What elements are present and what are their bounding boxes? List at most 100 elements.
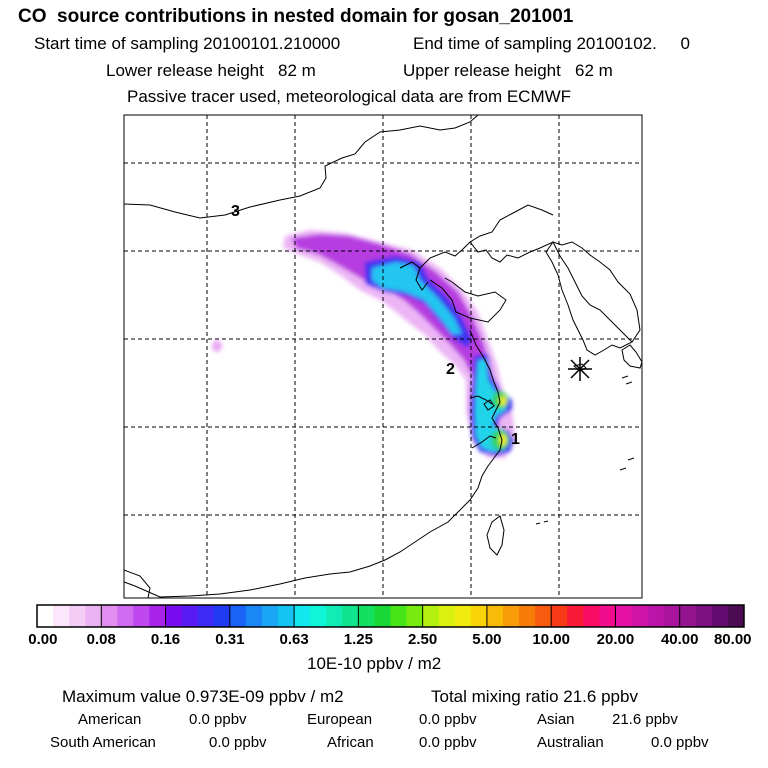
colorbar-frame <box>36 604 745 628</box>
colorbar-swatch <box>133 605 150 627</box>
colorbar-swatch <box>631 605 649 627</box>
map-frame <box>123 114 643 599</box>
region-southamerican-label: South American <box>50 734 156 751</box>
colorbar-swatch <box>85 605 102 627</box>
colorbar <box>37 605 745 627</box>
colorbar-swatch <box>583 605 600 627</box>
colorbar-swatch <box>197 605 215 627</box>
kyushu <box>621 344 642 369</box>
region-african-value: 0.0 ppbv <box>419 734 477 751</box>
region-american-value: 0.0 ppbv <box>189 711 247 728</box>
border-north <box>124 115 479 219</box>
colorbar-swatch <box>695 605 713 627</box>
colorbar-tick-label: 2.50 <box>408 631 438 648</box>
colorbar-tick-label: 40.00 <box>660 631 699 648</box>
colorbar-swatch <box>727 605 745 627</box>
colorbar-swatch <box>69 605 86 627</box>
colorbar-swatch <box>310 605 327 627</box>
region-asian-label: Asian <box>537 711 575 728</box>
colorbar-swatch <box>647 605 665 627</box>
colorbar-tick-label: 0.63 <box>279 631 309 648</box>
river-hangzhou <box>471 435 497 449</box>
colorbar-swatch <box>278 605 295 627</box>
traj-label-3: 3 <box>231 203 240 220</box>
colorbar-swatch <box>101 605 118 627</box>
coast-shandong <box>429 277 507 323</box>
total-mixing-ratio: Total mixing ratio 21.6 ppbv <box>431 687 638 706</box>
taiwan <box>486 515 505 556</box>
region-southamerican-value: 0.0 ppbv <box>209 734 267 751</box>
traj-label-1: 1 <box>511 431 520 448</box>
colorbar-swatch <box>470 605 488 627</box>
colorbar-swatch <box>181 605 199 627</box>
colorbar-swatch <box>454 605 472 627</box>
coast-liaoning <box>419 204 554 269</box>
coastlines <box>124 115 642 598</box>
colorbar-swatch <box>53 605 70 627</box>
colorbar-swatch <box>438 605 456 627</box>
colorbar-swatch <box>567 605 584 627</box>
colorbar-tick-label: 1.25 <box>343 631 373 648</box>
colorbar-swatch <box>599 605 616 627</box>
plume-cyan-north <box>372 262 462 334</box>
receptor-star-icon <box>568 357 592 381</box>
sampling-end: End time of sampling 20100102. 0 <box>413 34 690 53</box>
upper-release-height: Upper release height 62 m <box>403 61 613 80</box>
colorbar-swatch <box>486 605 504 627</box>
region-american-label: American <box>78 711 142 728</box>
colorbar-swatch <box>245 605 263 627</box>
colorbar-swatch <box>165 605 183 627</box>
figure-title: CO source contributions in nested domain… <box>18 6 574 27</box>
gridlines <box>124 115 642 598</box>
colorbar-swatch <box>37 605 54 627</box>
plume-yellow-a <box>499 396 507 406</box>
colorbar-swatch <box>342 605 359 627</box>
colorbar-swatch <box>422 605 440 627</box>
colorbar-tick-label: 0.16 <box>150 631 181 648</box>
coast-bohai <box>399 261 429 291</box>
colorbar-swatch <box>711 605 729 627</box>
colorbar-swatch <box>535 605 552 627</box>
colorbar-swatch <box>117 605 134 627</box>
colorbar-swatch <box>663 605 681 627</box>
colorbar-tick-label: 0.31 <box>215 631 245 648</box>
coast-west-korea <box>545 241 633 356</box>
plume-cyan-south <box>475 360 508 452</box>
colorbar-tick-label: 20.00 <box>596 631 635 648</box>
colorbar-swatch <box>519 605 536 627</box>
region-asian-value: 21.6 ppbv <box>612 711 678 728</box>
colorbar-swatch <box>326 605 343 627</box>
region-european-label: European <box>307 711 373 728</box>
coast-east-china <box>124 329 503 598</box>
region-african-label: African <box>327 734 374 751</box>
colorbar-swatch <box>390 605 408 627</box>
colorbar-swatch <box>679 605 697 627</box>
colorbar-units: 10E-10 ppbv / m2 <box>307 654 442 673</box>
colorbar-swatch <box>502 605 520 627</box>
colorbar-swatch <box>374 605 391 627</box>
colorbar-swatch <box>358 605 375 627</box>
colorbar-swatch <box>406 605 424 627</box>
max-value: Maximum value 0.973E-09 ppbv / m2 <box>62 687 344 706</box>
colorbar-swatch <box>213 605 231 627</box>
tracer-note: Passive tracer used, meteorological data… <box>127 87 572 106</box>
colorbar-swatch <box>261 605 279 627</box>
plume-magenta <box>292 234 500 452</box>
region-australian-value: 0.0 ppbv <box>651 734 709 751</box>
colorbar-swatch <box>294 605 311 627</box>
colorbar-tick-label: 80.00 <box>713 631 752 648</box>
colorbar-tick-label: 10.00 <box>532 631 570 648</box>
plume-speck-west <box>212 340 222 352</box>
region-european-value: 0.0 ppbv <box>419 711 477 728</box>
colorbar-tick-label: 5.00 <box>472 631 502 648</box>
border-korea <box>469 241 641 343</box>
coast-hainan-edge <box>124 569 151 598</box>
river-yangtze <box>469 395 493 405</box>
colorbar-swatch <box>229 605 247 627</box>
colorbar-tick-label: 0.00 <box>28 631 58 648</box>
traj-label-2: 2 <box>446 361 455 378</box>
region-australian-label: Australian <box>537 734 604 751</box>
colorbar-tick-label: 0.08 <box>86 631 116 648</box>
